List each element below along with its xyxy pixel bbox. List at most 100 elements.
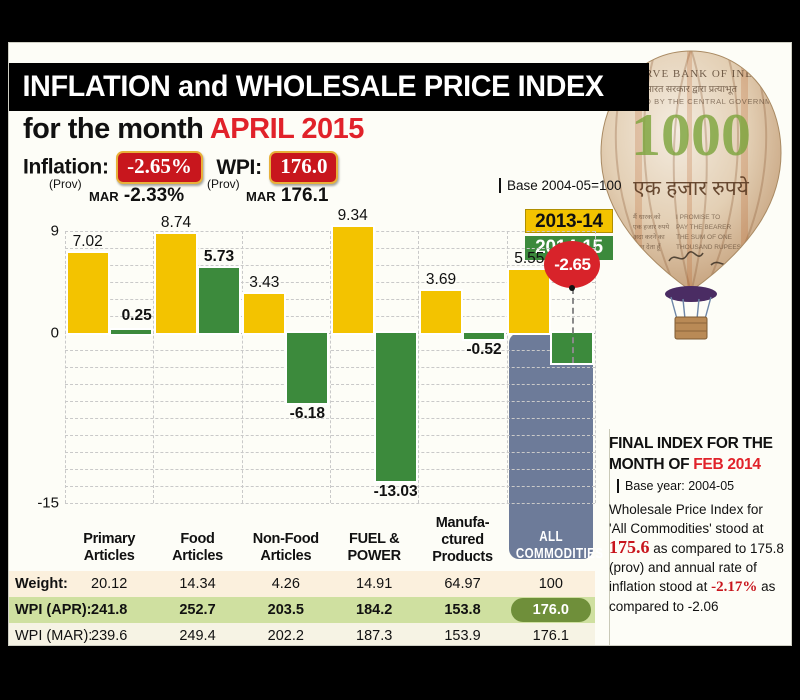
table-cell: 4.26 [271,576,300,592]
chart-bar-value-label: -6.18 [289,405,325,423]
chart-column-divider [595,231,596,503]
table-cell: 203.5 [267,602,304,618]
inflation-value-chip: -2.65% [116,151,203,184]
chart-bar-value-label: 8.74 [160,213,192,231]
table-cell: 184.2 [356,602,393,618]
chart-bar-value-label: 5.55 [514,250,545,268]
category-label-line: Articles [260,548,312,564]
final-index-panel: FINAL INDEX FOR THE MONTH OF FEB 2014 Ba… [609,433,791,616]
category-label-line: Articles [83,548,135,564]
chart-column-divider [153,231,155,503]
table-cell: 187.3 [356,628,393,644]
table-cell: 202.2 [267,628,304,644]
infographic-card: RESERVE BANK OF INDIA भारत सरकार द्वारा … [8,42,792,646]
table-row-label: Weight: [15,576,68,592]
inflation-prev-prefix: MAR [89,189,119,204]
table-row: WPI (APR): 241.8 252.7 203.5 184.2 153.8 176.0 [9,597,595,623]
final-index-body-6: as [757,579,776,594]
table-cell: 14.34 [179,576,216,592]
chart-bar [421,291,461,333]
table-row-label: WPI (MAR): [15,628,93,644]
category-label-line: Manufa- [435,515,490,531]
svg-text:PAY THE BEARER: PAY THE BEARER [676,224,731,231]
table-cell: 14.91 [356,576,393,592]
chart-bar-value-label: -0.52 [466,341,502,358]
table-cell: 249.4 [179,628,216,644]
final-index-body-2: 'All Commodities' stood at [609,521,764,536]
category-label-line: ctured [441,532,484,548]
chart-bar [509,270,550,333]
final-index-heading-line1: FINAL INDEX FOR THE [609,435,773,452]
right-panel-divider [609,429,610,645]
svg-text:THE SUM OF ONE: THE SUM OF ONE [676,234,733,241]
chart-column-divider [506,231,508,503]
svg-text:वचन देता हूँ: वचन देता हूँ [633,243,661,252]
subtitle-month: APRIL 2015 [209,113,365,145]
all-commodities-highlight-band [508,333,593,559]
category-label-4: FUEL & POWER [330,531,418,565]
inflation-prov-note: (Prov) [49,177,82,191]
final-index-body-4: (prov) and annual rate of [609,560,757,575]
y-axis-tick-label: -15 [37,494,59,512]
chart-bar-value-label: 5.73 [203,248,235,266]
final-index-base-year: Base year: 2004-05 [617,479,791,493]
summary-stats: Inflation: -2.65% WPI: 176.0 [23,151,341,184]
category-label-3: Non-Food Articles [242,531,330,565]
svg-text:एक हजार रुपये: एक हजार रुपये [633,223,669,231]
wpi-prev-month: MAR 176.1 [246,185,328,207]
final-index-heading-prefix: MONTH OF [609,456,694,473]
category-label-line: Products [432,549,493,565]
svg-text:एक हजार रुपये: एक हजार रुपये [633,176,749,200]
category-label-line: ALL [538,529,563,545]
chart-gridline [65,503,595,504]
final-index-body-1: Wholesale Price Index for [609,502,763,517]
chart-column-divider [65,231,66,503]
wpi-table: Weight: 20.12 14.34 4.26 14.91 64.97 100 WPI (A… [9,571,595,645]
table-cell: 153.9 [444,628,481,644]
wpi-prev-prefix: MAR [246,189,276,204]
chart-bar [332,227,373,333]
chart-column-divider [330,231,331,503]
category-label-line: FUEL & [349,531,400,547]
final-index-inflation-rate: -2.17% [711,579,758,595]
chart-bar-value-label: 3.43 [249,274,280,292]
svg-text:मैं धारक को: मैं धारक को [633,213,661,221]
chart-bar [375,333,416,481]
svg-text:GUARANTEED BY THE CENTRAL GOVE: GUARANTEED BY THE CENTRAL GOVERNMENT [593,97,788,106]
chart-bar-value-label: -13.03 [373,482,418,500]
table-cell: 252.7 [179,602,216,618]
chart-bar-value-label: 7.02 [72,233,103,251]
category-label-line: Primary [83,531,136,547]
wpi-prev-value: 176.1 [280,185,329,206]
svg-text:THOUSAND RUPEES: THOUSAND RUPEES [676,244,742,251]
category-label-2: Food Articles [153,531,241,565]
final-index-body-7: compared to -2.06 [609,599,719,614]
page-title: INFLATION and WHOLESALE PRICE INDEX [22,70,604,103]
category-label-line: Non-Food [252,531,319,547]
subtitle-prefix: for the month [23,113,210,145]
chart-column-divider [241,231,243,503]
wpi-value-chip: 176.0 [269,151,339,184]
final-index-body-3: as compared to 175.8 [649,541,784,556]
svg-text:भारत सरकार द्वारा प्रत्याभूत: भारत सरकार द्वारा प्रत्याभूत [645,85,738,95]
chart-bar-value-label: 0.25 [121,307,152,324]
chart-bar [156,233,196,333]
final-index-value: 175.6 [609,537,650,557]
category-label-line: Food [180,531,215,547]
table-cell: 100 [538,576,563,592]
inflation-prev-month: MAR -2.33% [89,185,184,207]
category-label-line: Articles [172,548,223,564]
subtitle: for the month APRIL 2015 [23,113,364,146]
bar-chart: 9 0 -15 7.02 8.74 3.43 9.34 3.69 5.55 0.25 5.73 -6.… [37,207,601,559]
base-note: Base 2004-05=100 [499,178,621,193]
table-cell: 176.1 [532,628,569,644]
y-axis-tick-label: 0 [50,324,59,342]
svg-text:अदा करने का: अदा करने का [633,233,665,241]
table-cell-highlight: 176.0 [510,598,591,622]
final-index-body: Wholesale Price Index for 'All Commoditi… [609,500,791,616]
table-cell: 239.6 [91,628,128,644]
chart-bar [110,330,151,335]
table-row: WPI (MAR): 239.6 249.4 202.2 187.3 153.9 176.1 [9,623,595,645]
wpi-label: WPI: [216,155,262,179]
